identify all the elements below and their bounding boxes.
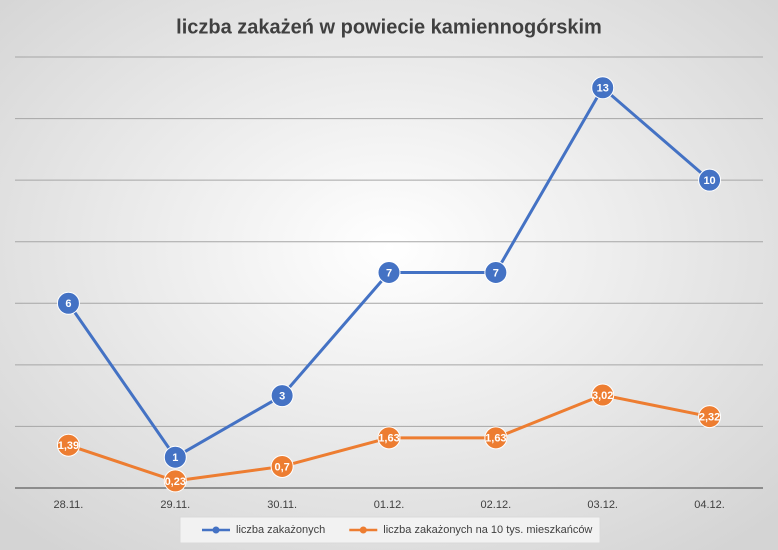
x-tick-label: 01.12.: [374, 499, 405, 511]
data-label: 0,23: [165, 476, 186, 488]
data-label: 13: [597, 83, 609, 95]
data-point: [270, 384, 294, 408]
data-label: 1,63: [485, 433, 506, 445]
data-label: 3,02: [592, 390, 613, 402]
data-point: [163, 445, 187, 469]
data-label: 10: [703, 175, 715, 187]
data-label: 6: [65, 298, 71, 310]
chart-title: liczba zakażeń w powiecie kamiennogórski…: [176, 16, 602, 38]
x-tick-label: 03.12.: [587, 499, 618, 511]
data-point: [377, 261, 401, 284]
data-point: [56, 433, 80, 457]
x-tick-label: 30.11.: [267, 499, 297, 511]
data-point: [591, 76, 615, 100]
data-label: 1: [172, 452, 178, 464]
x-tick-label: 04.12.: [694, 499, 725, 511]
legend-box: [179, 516, 601, 544]
data-point: [163, 469, 187, 493]
legend-label: liczba zakażonych na 10 tys. mieszkańców: [383, 524, 592, 536]
data-label: 3: [279, 391, 285, 403]
x-tick-label: 29.11.: [160, 499, 190, 511]
data-point: [591, 383, 615, 407]
data-point: [698, 405, 722, 429]
data-point: [270, 454, 294, 478]
legend-label: liczba zakażonych: [236, 524, 325, 536]
data-point: [698, 168, 722, 192]
legend-marker: [359, 526, 367, 534]
data-point: [484, 426, 508, 450]
x-tick-label: 28.11.: [54, 499, 84, 511]
data-label: 0,7: [274, 461, 289, 473]
data-point: [484, 261, 508, 284]
data-label: 2,32: [699, 411, 720, 423]
data-point: [56, 291, 80, 315]
x-tick-label: 02.12.: [481, 499, 512, 511]
legend-marker: [212, 526, 220, 534]
data-label: 1,63: [378, 433, 399, 445]
data-label: 7: [386, 267, 392, 279]
data-label: 7: [493, 267, 499, 279]
data-point: [377, 426, 401, 450]
data-label: 1,39: [58, 440, 79, 452]
